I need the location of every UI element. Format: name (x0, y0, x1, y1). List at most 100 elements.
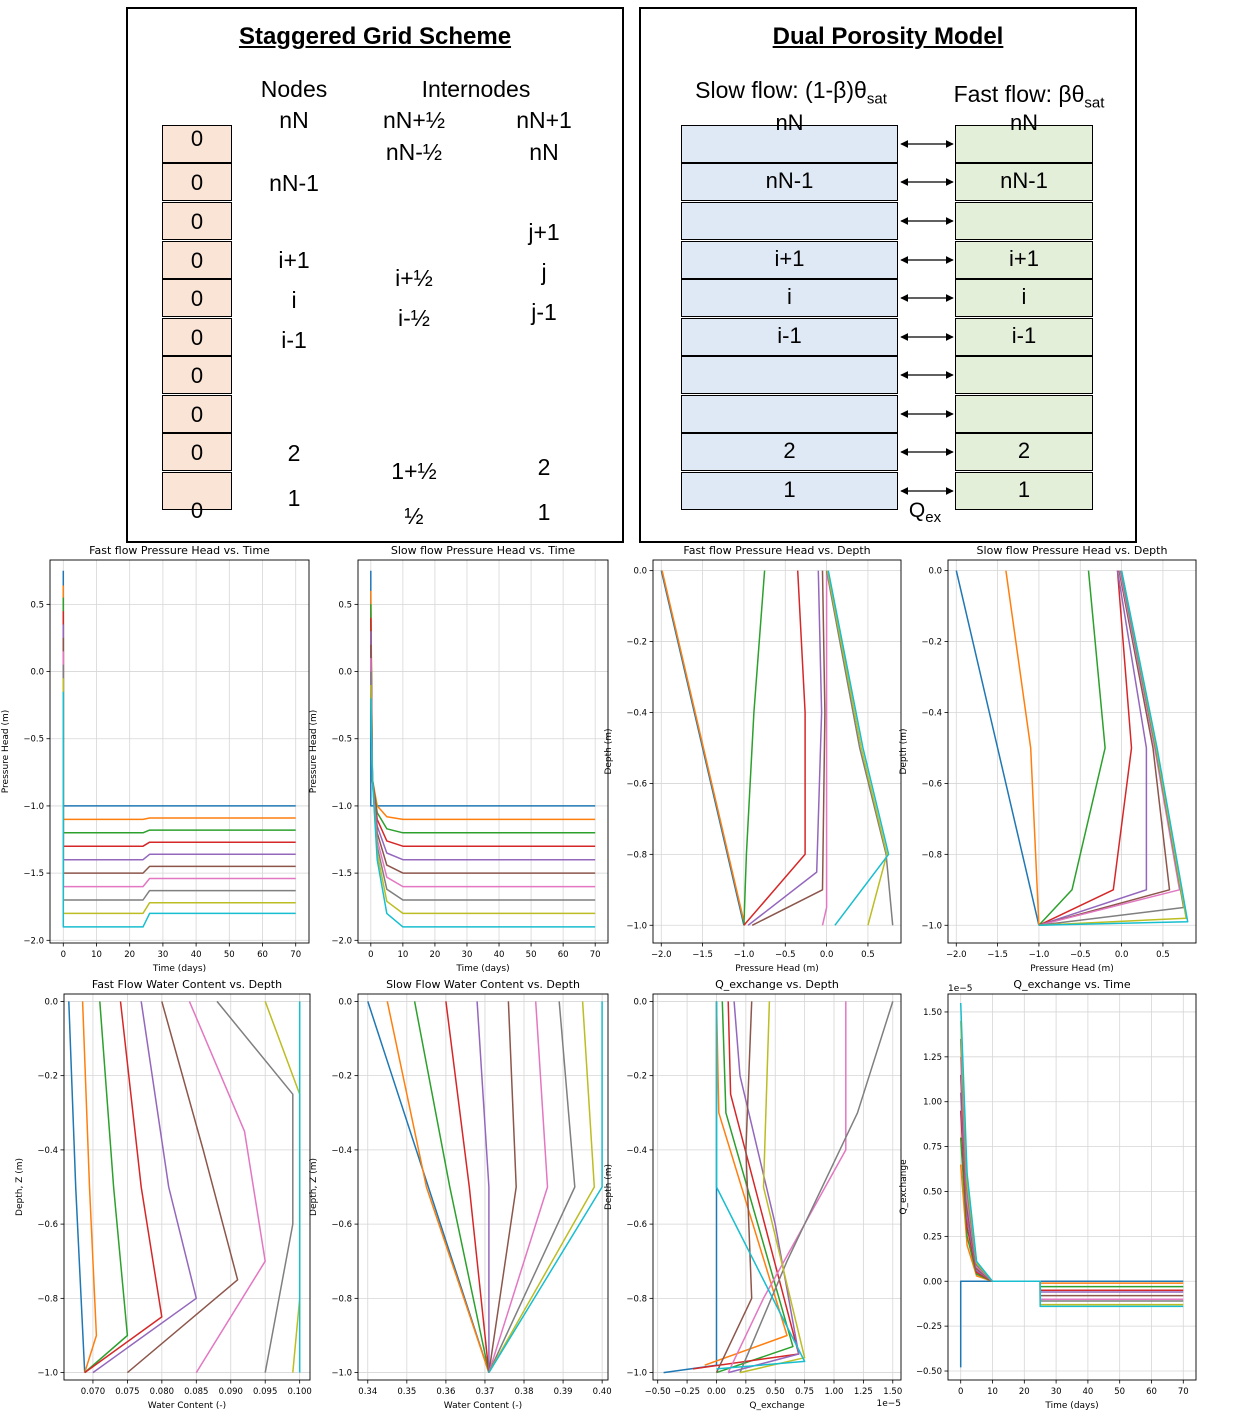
x-tick-label: 40 (191, 950, 202, 960)
node-label: i+1 (278, 247, 310, 273)
q-exchange-label: Qex (909, 499, 941, 526)
plot-frame (357, 993, 609, 1381)
fast-cell-label: nN (1009, 110, 1039, 135)
staggered-grid-title: Staggered Grid Scheme (238, 23, 512, 50)
series-line (715, 1001, 753, 1373)
x-tick-label: 30 (157, 950, 168, 960)
staggered-cell: 0 (162, 163, 232, 201)
plot-frame (947, 559, 1197, 944)
y-tick-label: 1.25 (923, 1053, 942, 1063)
x-tick-label: −1.5 (692, 950, 713, 960)
x-tick-label: −1.5 (987, 950, 1008, 960)
exchange-arrows (900, 140, 954, 495)
x-tick-label: −0.50 (645, 1387, 671, 1397)
x-tick-label: 1.50 (883, 1387, 902, 1397)
series-line (715, 1001, 806, 1370)
fast-cell-label: i (1021, 284, 1027, 309)
series-line (751, 570, 826, 926)
series-line (488, 1001, 576, 1373)
internode-half-label: 1+½ (391, 458, 437, 484)
node-label: i (291, 287, 297, 313)
x-tick-label: 0.50 (766, 1387, 785, 1397)
y-axis-label: Depth, Z (m) (15, 1158, 25, 1216)
x-tick-label: 0.070 (81, 1387, 105, 1397)
series-line (1038, 570, 1133, 926)
x-tick-label: 0.37 (475, 1387, 494, 1397)
y-tick-label: −0.4 (37, 1146, 58, 1156)
series-line (739, 1001, 894, 1373)
slow-cell: i+1 (681, 241, 898, 279)
x-tick-label: 10 (397, 950, 408, 960)
series-line (62, 691, 296, 928)
cell-value: 0 (190, 248, 204, 273)
x-tick-label: 0.00 (707, 1387, 726, 1397)
x-scale-note: 1e−5 (876, 1399, 901, 1409)
x-tick-label: 0 (61, 950, 66, 960)
x-tick-label: 50 (224, 950, 235, 960)
staggered-cell: 0 (162, 279, 232, 317)
y-tick-label: −0.6 (37, 1220, 58, 1230)
slow-cell-label: i+1 (774, 246, 805, 271)
fast-cell (955, 356, 1093, 394)
staggered-grid-panel: Staggered Grid Scheme Nodes Internodes 0… (126, 7, 624, 543)
y-tick-label: −1.5 (331, 869, 352, 879)
internode-j-label: 2 (537, 454, 551, 480)
slow-cell: 1 (681, 472, 898, 510)
staggered-cell: 0 (162, 433, 232, 471)
fast-cell: i-1 (955, 318, 1093, 356)
y-tick-label: −1.0 (331, 802, 352, 812)
series-line (1038, 570, 1181, 927)
slow-flow-header: Slow flow: (1-β)θsat (695, 77, 887, 108)
y-tick-label: 1.00 (923, 1098, 942, 1108)
node-label: nN-1 (269, 170, 319, 196)
chart-title: Slow flow Pressure Head vs. Time (391, 544, 576, 557)
y-axis-label: Depth (m) (604, 1164, 614, 1210)
slow-cell-label: 2 (783, 438, 796, 463)
y-tick-label: −1.5 (23, 869, 44, 879)
x-tick-label: 0 (368, 950, 373, 960)
x-tick-label: 0.0 (1115, 950, 1129, 960)
x-tick-label: 0.095 (253, 1387, 277, 1397)
x-tick-label: 0.34 (358, 1387, 377, 1397)
cell-value: 0 (190, 498, 204, 523)
slow-cell-label: 1 (783, 477, 796, 502)
y-tick-label: −1.0 (921, 921, 942, 931)
chart-title: Slow flow Pressure Head vs. Depth (977, 544, 1168, 557)
internode-j-label: j-1 (531, 299, 557, 325)
y-tick-label: 0.0 (30, 668, 44, 678)
series-line (692, 1001, 800, 1370)
y-tick-label: −0.2 (626, 638, 647, 648)
y-tick-label: −2.0 (23, 936, 44, 946)
series-line (747, 570, 823, 926)
x-axis-label: Pressure Head (m) (735, 964, 818, 974)
staggered-cell: 0 (162, 202, 232, 240)
y-tick-label: −0.8 (921, 850, 942, 860)
x-tick-label: −2.0 (651, 950, 672, 960)
slow-cell: nN (681, 110, 898, 163)
x-tick-label: −0.5 (1070, 950, 1091, 960)
chart-title: Q_exchange vs. Time (1013, 978, 1130, 991)
plot-frame (652, 559, 902, 944)
series-line (476, 1001, 490, 1373)
y-axis-label: Depth (m) (604, 728, 614, 774)
x-tick-label: −0.25 (674, 1387, 700, 1397)
x-tick-label: −0.5 (775, 950, 796, 960)
staggered-cell: 0 (162, 241, 232, 279)
y-tick-label: 0.0 (633, 997, 647, 1007)
series-line (386, 1001, 490, 1373)
x-axis-label: Water Content (-) (148, 1401, 226, 1411)
x-tick-label: 0.25 (736, 1387, 755, 1397)
cell-value: 0 (190, 170, 204, 195)
x-tick-label: −1.0 (734, 950, 755, 960)
y-tick-label: 0.0 (633, 567, 647, 577)
cell-value: 0 (190, 402, 204, 427)
series-line (1038, 570, 1189, 927)
y-tick-label: −1.0 (626, 921, 647, 931)
x-tick-label: 1.00 (825, 1387, 844, 1397)
y-tick-label: 0.50 (923, 1187, 942, 1197)
series-line (1005, 570, 1040, 926)
y-tick-label: 0.25 (923, 1232, 942, 1242)
x-tick-label: 0.075 (115, 1387, 139, 1397)
series-line (488, 1001, 549, 1373)
plot-slow-pressure-time: Slow flow Pressure Head vs. Time 0 10 20 30 4… (309, 544, 609, 974)
